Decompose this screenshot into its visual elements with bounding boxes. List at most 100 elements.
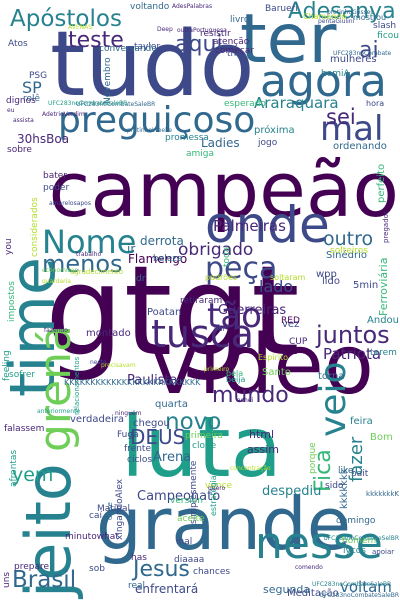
word-homem: homem — [342, 536, 377, 546]
word-adetrioverdim: AdetrioVerdim — [42, 111, 85, 118]
word-luta: luta — [121, 398, 282, 496]
word-feira: feira — [350, 416, 373, 427]
word-inal: inal — [176, 537, 193, 547]
word-video: vídeo — [150, 318, 374, 413]
word-trabalho: trabalho — [76, 251, 102, 258]
word-sei: sei — [326, 105, 356, 129]
word-cai: caí — [89, 511, 102, 521]
word-homia: homiA — [321, 69, 350, 79]
word-feeling: feeling — [2, 350, 12, 381]
word-montado: montado — [86, 328, 131, 339]
word-outraportuguesa: outraPortuguesa — [177, 27, 227, 34]
word-atencao: atenção — [213, 37, 250, 47]
word-tudo: tudo — [50, 12, 255, 117]
word-aqui: aqui — [175, 32, 223, 57]
word-soltaram: soltaram — [270, 273, 306, 282]
word-html: html — [249, 428, 275, 441]
word-arena: Arena — [153, 450, 192, 465]
word-derrota: derrota — [140, 234, 184, 248]
word-chances: chances — [193, 567, 231, 577]
word-verdadeira: verdadeira — [70, 414, 124, 425]
word-falassem: falassem — [4, 424, 45, 434]
word-sido: sido — [325, 481, 344, 491]
word-bait: bait — [351, 469, 369, 479]
word-precisavam: precisavam — [101, 362, 136, 369]
word-psg: PSG — [29, 71, 48, 81]
word-teste: teste — [68, 28, 124, 53]
word-gtgt: gtgt — [45, 240, 300, 384]
word-perfeito: perfeito — [376, 163, 387, 203]
word-juntos: juntos — [316, 321, 390, 349]
word-proxima: próxima — [254, 125, 295, 136]
word-anteriormente: anteriormente — [37, 408, 81, 415]
word-ufc283nocombatesalebr: UFC283noCombateSaleBR — [76, 101, 156, 108]
word-neste: neste — [90, 359, 107, 366]
word-adespalabras: AdesPalabras — [172, 3, 213, 10]
word-novo: novo — [165, 409, 222, 435]
word-preguicoso: preguiçoso — [58, 100, 256, 141]
word-grande: grande — [96, 482, 352, 566]
word-campeao: campeão — [48, 145, 399, 234]
word-prepare: prepare — [14, 562, 50, 572]
word-chamando: Chamando — [303, 12, 347, 21]
word-atos: Atos — [8, 39, 28, 49]
word-apoiar: apoiar — [372, 548, 395, 556]
word-ufc283nocombateselbr: UFC283noCombateSelBR — [323, 535, 399, 542]
word-taylor: taylor — [134, 42, 161, 52]
word-ordenando: ordenando — [333, 141, 387, 152]
word-palmeiras: Palmeiras — [213, 217, 286, 235]
word-afrontas: afrontas — [9, 449, 19, 487]
word-solteiros: solteiros — [330, 246, 368, 256]
word-ufc283nocombatesalebr: UFC283noCombateSaleBR — [319, 592, 399, 599]
word-amiga: amiga — [186, 149, 215, 159]
word-frente: frente — [124, 444, 151, 454]
word-ufc283nocombate: UFC283noCombate — [333, 50, 392, 57]
word-like: like — [338, 466, 354, 476]
word-kkkkkkkkkkkkkkkkkkkkkkkkkk: KKKKKKKKKKKKKKKKKKKKKKKKKK — [64, 378, 201, 387]
word-tao: tão — [207, 296, 262, 336]
word-comendo: comendo — [295, 564, 323, 571]
word-araraquara: Araraquara — [254, 94, 339, 112]
word-menos: menos — [42, 250, 123, 278]
word-considerados: considerados — [30, 197, 40, 257]
word-beija: beija — [226, 375, 246, 384]
word-espirito: Espírito — [258, 353, 289, 362]
word-30hsboa: 30hsBoa — [17, 132, 70, 146]
word-bela: bela — [226, 369, 244, 378]
word-campeonato: Campeonato — [137, 489, 221, 504]
word-ficou: ficou — [377, 31, 399, 41]
word-dignos: dignos — [6, 96, 36, 106]
word-assista: assista — [13, 117, 34, 124]
word-conversando: conversando — [99, 44, 157, 54]
word-domingo: domingo — [336, 516, 376, 526]
word-version: version — [170, 496, 203, 506]
word-wpp: wpp — [316, 269, 337, 280]
word-poatan: Poatan — [147, 307, 182, 318]
word-ufc283nocombatesalebr: UFC283noCombateSaleBR — [48, 100, 128, 107]
word-porque: porque — [308, 442, 318, 474]
word-deep: Deep — [157, 26, 173, 33]
word-despediu: despediu — [262, 484, 322, 499]
word-lido: lido — [322, 276, 341, 287]
word-terem: terem — [370, 348, 397, 358]
word-torna: torna — [318, 371, 345, 382]
word-voltando: voltando — [130, 2, 170, 12]
word-pretinhoweeke: pretinhoWeeke — [127, 127, 173, 134]
word-vai: vai — [214, 325, 225, 333]
word-tusca: tusca — [151, 312, 254, 356]
word-mostrou: mostrou — [353, 13, 387, 22]
word-ufc283nocombatesalebr: UFC283noCombateSaleBR — [312, 581, 392, 588]
word-promessa: promessa — [165, 133, 209, 143]
word-sinedrio: Sinédrio — [326, 250, 367, 261]
word-pregador: pregador — [382, 211, 390, 243]
word-meditacao: Meditação — [287, 588, 339, 599]
word-bom: Bom — [370, 432, 393, 443]
word-ladies: Ladies — [201, 136, 240, 150]
word-xingandoalex: xingandoAlex — [115, 478, 125, 540]
word-sob: sob — [89, 564, 105, 574]
word-guardaria: guardaria — [42, 278, 71, 285]
word-ai: ai — [359, 38, 379, 63]
word-jogo: jogo — [258, 138, 278, 148]
word-resistir: resistir — [200, 29, 231, 39]
